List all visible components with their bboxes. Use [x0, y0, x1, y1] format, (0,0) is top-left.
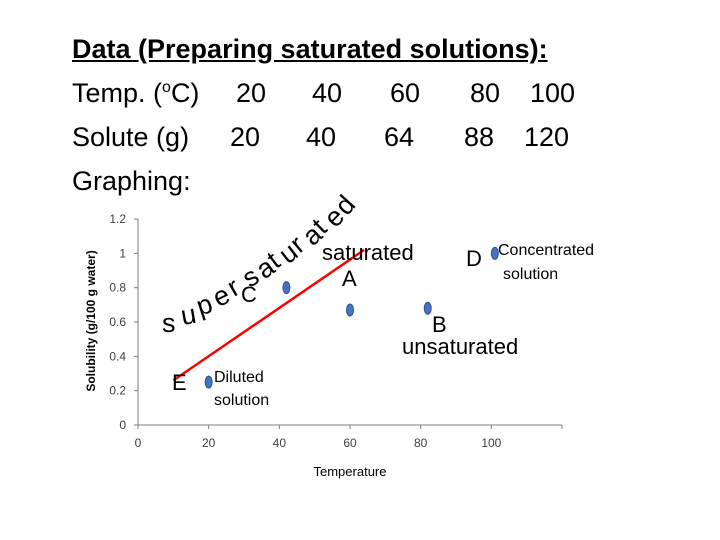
temp-value: 100 [530, 78, 576, 108]
x-tick-label: 20 [202, 436, 216, 450]
y-tick-label: 1 [119, 246, 126, 260]
solute-value: 20 [230, 122, 261, 152]
trendline [172, 248, 365, 382]
y-tick-label: 0 [119, 418, 126, 432]
x-tick-label: 100 [481, 436, 501, 450]
y-tick-label: 0.2 [109, 384, 126, 398]
label-solution-concentrated: solution [503, 266, 559, 283]
temp-label-sup: o [162, 79, 171, 96]
label-D: D [466, 246, 482, 271]
data-point [490, 246, 499, 260]
x-tick-label: 60 [343, 436, 357, 450]
label-unsaturated: unsaturated [402, 334, 519, 359]
solute-row-label: Solute (g) [72, 122, 190, 152]
data-point [204, 375, 213, 389]
solute-value: 64 [384, 122, 415, 152]
label-diluted: Diluted [214, 369, 264, 386]
y-tick-label: 0.8 [109, 281, 126, 295]
data-point [282, 281, 291, 295]
y-tick-label: 1.2 [109, 212, 126, 226]
label-A: A [342, 266, 357, 291]
title-rest: (Preparing saturated solutions): [130, 34, 548, 64]
temp-value: 40 [312, 78, 343, 108]
label-concentrated: Concentrated [498, 242, 595, 259]
temp-row-label: Temp. (oC) [72, 78, 199, 109]
label-B: B [432, 312, 447, 337]
chart-axes: 0 20 40 60 80 100 0 0.2 0.4 0.6 0.8 1 1.2 [109, 212, 563, 450]
solute-value: 40 [306, 122, 337, 152]
solute-value: 88 [464, 122, 495, 152]
points-layer [204, 246, 499, 389]
data-point [346, 303, 354, 317]
label-C: C [241, 282, 257, 307]
y-tick-label: 0.4 [109, 349, 126, 363]
temp-label-post: C) [170, 78, 200, 108]
x-tick-label: 40 [273, 436, 287, 450]
x-axis-label: Temperature [314, 464, 387, 479]
label-saturated: saturated [322, 240, 414, 265]
temp-value: 80 [470, 78, 501, 108]
y-axis-label: Solubility (g/100 g water) [84, 250, 98, 391]
trendline-layer [172, 248, 365, 382]
y-tick-label: 0.6 [109, 315, 126, 329]
label-E: E [172, 370, 187, 395]
slide-title: Data (Preparing saturated solutions): [72, 34, 548, 65]
graphing-label: Graphing: [72, 166, 191, 196]
temp-value: 20 [236, 78, 267, 108]
x-tick-label: 80 [414, 436, 428, 450]
x-tick-label: 0 [135, 436, 142, 450]
solute-value: 120 [524, 122, 570, 152]
label-solution-diluted: solution [214, 392, 270, 409]
data-point [423, 301, 432, 315]
temp-value: 60 [390, 78, 421, 108]
temp-label-pre: Temp. ( [72, 78, 163, 108]
title-data-word: Data [72, 34, 131, 64]
supersaturated-letter: s [162, 308, 176, 338]
